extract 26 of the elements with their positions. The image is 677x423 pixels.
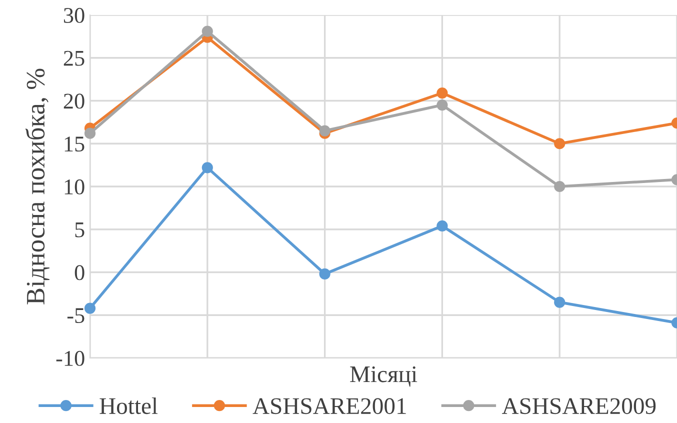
point xyxy=(436,87,448,99)
y-tick-label: 5 xyxy=(75,222,84,238)
legend-label: ASHSARE2001 xyxy=(252,398,406,414)
point xyxy=(202,26,213,37)
legend-label: ASHSARE2009 xyxy=(502,398,656,414)
point xyxy=(554,180,566,192)
y-tick-label: -5 xyxy=(67,308,84,324)
point xyxy=(436,99,448,111)
y-axis-title: Відносна похибка, % xyxy=(25,68,50,304)
y-tick-label: 20 xyxy=(64,94,84,109)
point xyxy=(319,268,330,280)
y-tick-label: 0 xyxy=(74,265,84,280)
point xyxy=(436,220,448,232)
x-axis-title: Місяці xyxy=(350,366,418,387)
legend-label: Hottel xyxy=(100,397,158,414)
point xyxy=(202,162,213,174)
point xyxy=(84,302,96,314)
point xyxy=(319,125,330,136)
y-tick-label: 25 xyxy=(64,50,84,66)
y-tick-label: 10 xyxy=(64,179,84,194)
point xyxy=(554,138,566,150)
y-tick-label: -10 xyxy=(56,350,84,366)
y-tick-label: 15 xyxy=(64,136,84,152)
y-tick-label: 30 xyxy=(64,8,84,23)
point xyxy=(84,128,96,139)
point xyxy=(554,296,566,308)
